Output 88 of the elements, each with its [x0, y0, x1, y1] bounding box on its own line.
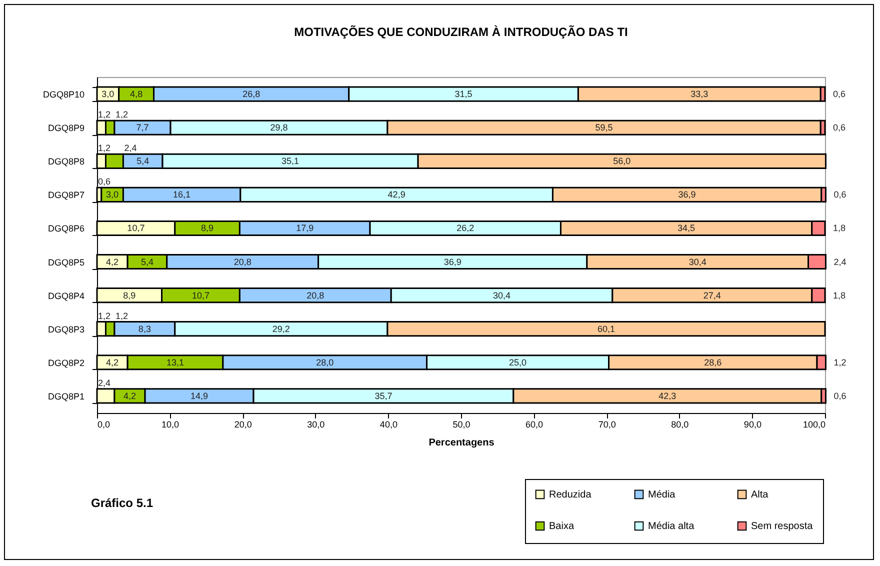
data-label: 29,8: [270, 122, 288, 133]
data-label: 2,4: [834, 256, 846, 267]
data-label: 5,4: [136, 156, 150, 166]
data-label: 10,7: [127, 223, 145, 234]
data-label: 26,8: [242, 89, 260, 100]
legend-label: Média: [648, 489, 676, 500]
data-label: 0,6: [834, 190, 846, 200]
data-label: 29,2: [272, 324, 290, 334]
data-label: 3,0: [102, 89, 114, 100]
data-label: 8,3: [138, 324, 151, 334]
x-tick-label: 40,0: [380, 420, 398, 430]
data-label: 56,0: [613, 156, 631, 166]
y-tick-label: DGQ8P7: [48, 190, 84, 200]
data-label: 4,2: [106, 256, 119, 267]
data-label: 35,7: [374, 390, 392, 401]
data-label: 16,1: [173, 190, 191, 200]
data-label: 25,0: [509, 357, 527, 368]
data-label: 0,6: [834, 390, 846, 401]
data-label: 1,2: [834, 357, 846, 368]
data-label: 1,2: [98, 310, 111, 321]
x-tick-label: 70,0: [598, 420, 616, 430]
data-label: 5,4: [140, 256, 154, 267]
x-tick-label: 20,0: [234, 420, 252, 430]
data-label: 27,4: [703, 290, 721, 300]
legend-label: Média alta: [648, 521, 695, 532]
data-label: 20,8: [234, 256, 252, 267]
data-label: 36,9: [444, 256, 462, 267]
data-label: 4,2: [124, 390, 136, 401]
x-tick-label: 50,0: [452, 420, 470, 430]
data-label: 2,4: [124, 143, 137, 154]
data-label: 1,8: [833, 290, 846, 300]
y-tick-label: DGQ8P8: [48, 156, 84, 167]
x-tick-label: 90,0: [744, 420, 762, 430]
data-label: 34,5: [678, 223, 696, 234]
data-label: 1,8: [833, 223, 846, 234]
data-label: 30,4: [688, 256, 706, 267]
y-tick-label: DGQ8P3: [48, 324, 84, 334]
data-label: 3,0: [106, 190, 119, 200]
y-tick-label: DGQ8P2: [48, 358, 84, 368]
data-label: 2,4: [98, 378, 111, 388]
legend-label: Reduzida: [549, 489, 592, 500]
data-label: 60,1: [597, 324, 615, 334]
data-label: 33,3: [690, 89, 708, 100]
data-label: 0,6: [833, 122, 846, 133]
data-label: 42,3: [658, 390, 676, 401]
data-label: 26,2: [456, 223, 474, 234]
data-label: 59,5: [595, 122, 613, 133]
y-tick-label: DGQ8P9: [48, 123, 84, 134]
data-label: 31,5: [454, 89, 472, 100]
data-label: 10,7: [192, 290, 210, 300]
data-label: 20,8: [306, 290, 324, 300]
data-label: 1,2: [98, 110, 111, 120]
data-label: 7,7: [136, 122, 149, 133]
data-label: 1,2: [115, 110, 128, 120]
y-tick-label: DGQ8P4: [48, 290, 84, 301]
legend-label: Sem resposta: [751, 521, 814, 532]
data-label: 17,9: [296, 223, 314, 234]
legend-label: Baixa: [549, 521, 574, 532]
y-tick-label: DGQ8P1: [48, 391, 84, 402]
data-label: 14,9: [190, 390, 208, 401]
x-tick-label: 30,0: [307, 420, 325, 430]
y-tick-label: DGQ8P6: [48, 224, 84, 234]
data-label: 36,9: [678, 190, 696, 200]
data-label: 1,2: [115, 310, 128, 321]
x-tick-label: 60,0: [526, 420, 544, 430]
x-tick-label: 0,0: [98, 420, 110, 430]
text: Gráfico 5.1: [91, 496, 154, 510]
data-label: 8,9: [201, 223, 214, 234]
chart-title: MOTIVAÇÕES QUE CONDUZIRAM À INTRODUÇÃO DAS TI: [294, 25, 628, 39]
data-label: 1,2: [98, 143, 111, 154]
data-label: 13,1: [166, 357, 184, 368]
data-label: 28,0: [316, 357, 334, 368]
data-label: 28,6: [704, 357, 722, 368]
x-tick-label: 100,0: [802, 420, 826, 430]
x-axis-title: Percentagens: [428, 438, 495, 448]
data-label: 4,2: [106, 357, 119, 368]
y-tick-label: DGQ8P10: [42, 90, 84, 100]
data-label: 35,1: [282, 156, 300, 166]
y-tick-label: DGQ8P5: [48, 257, 84, 268]
x-tick-label: 10,0: [162, 420, 180, 430]
data-label: 4,8: [130, 89, 143, 100]
data-label: 0,6: [98, 176, 111, 187]
x-tick-label: 80,0: [671, 420, 689, 430]
data-label: 8,9: [123, 290, 136, 300]
data-label: 0,6: [833, 89, 846, 100]
legend-label: Alta: [751, 489, 769, 500]
data-label: 30,4: [493, 290, 511, 300]
data-label: 42,9: [388, 190, 406, 200]
